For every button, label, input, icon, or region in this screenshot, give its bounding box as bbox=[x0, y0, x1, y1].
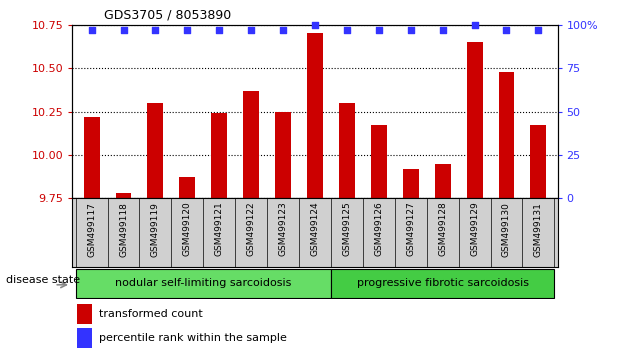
Text: GSM499126: GSM499126 bbox=[374, 202, 383, 256]
Text: nodular self-limiting sarcoidosis: nodular self-limiting sarcoidosis bbox=[115, 278, 292, 287]
Text: GSM499123: GSM499123 bbox=[278, 202, 287, 256]
Point bbox=[214, 27, 224, 33]
Bar bbox=[339, 103, 355, 198]
Point bbox=[342, 27, 352, 33]
Bar bbox=[275, 112, 291, 198]
Bar bbox=[467, 42, 483, 198]
Bar bbox=[77, 329, 92, 348]
Bar bbox=[147, 103, 163, 198]
Bar bbox=[331, 269, 554, 297]
Text: GSM499130: GSM499130 bbox=[502, 202, 511, 257]
Point bbox=[438, 27, 448, 33]
Bar bbox=[115, 193, 132, 198]
Text: GSM499121: GSM499121 bbox=[215, 202, 224, 256]
Text: progressive fibrotic sarcoidosis: progressive fibrotic sarcoidosis bbox=[357, 278, 529, 287]
Text: GSM499117: GSM499117 bbox=[87, 202, 96, 257]
Text: GSM499131: GSM499131 bbox=[534, 202, 543, 257]
Bar bbox=[307, 34, 323, 198]
Point bbox=[469, 22, 479, 28]
Bar bbox=[84, 117, 100, 198]
Text: disease state: disease state bbox=[6, 275, 81, 285]
Text: GDS3705 / 8053890: GDS3705 / 8053890 bbox=[104, 8, 231, 21]
Text: GSM499120: GSM499120 bbox=[183, 202, 192, 256]
Text: GSM499118: GSM499118 bbox=[119, 202, 128, 257]
Bar bbox=[180, 177, 195, 198]
Point bbox=[182, 27, 192, 33]
Point bbox=[151, 27, 161, 33]
Text: transformed count: transformed count bbox=[99, 309, 203, 319]
Text: GSM499122: GSM499122 bbox=[247, 202, 256, 256]
Text: GSM499125: GSM499125 bbox=[343, 202, 352, 256]
Text: percentile rank within the sample: percentile rank within the sample bbox=[99, 333, 287, 343]
Text: GSM499129: GSM499129 bbox=[470, 202, 479, 256]
Bar bbox=[243, 91, 259, 198]
Point bbox=[310, 22, 320, 28]
Bar bbox=[435, 164, 450, 198]
Bar bbox=[211, 113, 227, 198]
Point bbox=[278, 27, 288, 33]
Bar bbox=[403, 169, 419, 198]
Bar bbox=[498, 72, 515, 198]
Bar bbox=[371, 125, 387, 198]
Text: GSM499119: GSM499119 bbox=[151, 202, 160, 257]
Point bbox=[501, 27, 512, 33]
Point bbox=[534, 27, 544, 33]
Text: GSM499124: GSM499124 bbox=[311, 202, 319, 256]
Bar bbox=[530, 125, 546, 198]
Text: GSM499127: GSM499127 bbox=[406, 202, 415, 256]
Point bbox=[86, 27, 96, 33]
Point bbox=[118, 27, 129, 33]
Point bbox=[246, 27, 256, 33]
Bar bbox=[77, 304, 92, 324]
Point bbox=[406, 27, 416, 33]
Text: GSM499128: GSM499128 bbox=[438, 202, 447, 256]
Point bbox=[374, 27, 384, 33]
Bar bbox=[76, 269, 331, 297]
